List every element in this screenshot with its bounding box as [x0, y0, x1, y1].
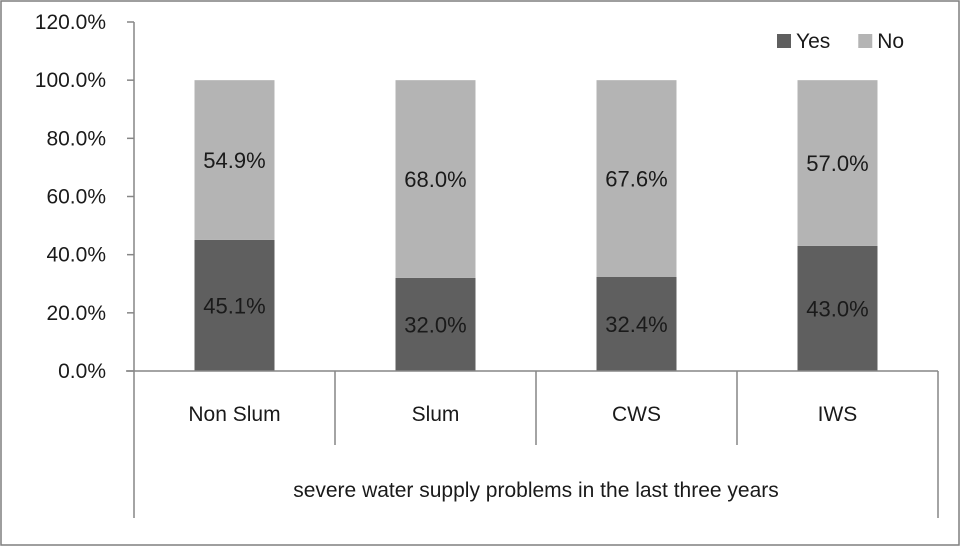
bar-segment-no	[194, 80, 275, 240]
legend-swatch	[858, 34, 873, 48]
data-label: 67.6%	[605, 166, 667, 191]
y-tick-label: 0.0%	[58, 360, 106, 383]
data-label: 57.0%	[806, 151, 868, 176]
y-tick-label: 20.0%	[46, 302, 106, 325]
bar-segment-yes	[395, 277, 476, 371]
data-label: 43.0%	[806, 296, 868, 321]
bar-segment-yes	[194, 239, 275, 371]
x-tick-label: Non Slum	[188, 403, 280, 426]
bar-segment-no	[596, 80, 677, 277]
legend-label: No	[877, 30, 904, 53]
bar-segment-yes	[596, 276, 677, 371]
legend-label: Yes	[796, 30, 830, 53]
bar-segment-yes	[797, 245, 878, 371]
legend: Yes No	[777, 30, 904, 53]
data-label: 45.1%	[203, 293, 265, 318]
x-tick-label: CWS	[612, 403, 661, 426]
x-axis-title: severe water supply problems in the last…	[293, 479, 779, 502]
y-tick-label: 80.0%	[46, 127, 106, 150]
bars: 45.1% 54.9% 32.0% 68.0% 32.4% 67.6% 43.0% 57.0%	[194, 80, 878, 371]
data-label: 68.0%	[404, 167, 466, 192]
y-tick-label: 60.0%	[46, 186, 106, 209]
x-axis: Non Slum Slum CWS IWS severe water supply pr…	[126, 370, 939, 518]
y-tick-label: 40.0%	[46, 244, 106, 267]
x-tick-label: Slum	[412, 403, 460, 426]
data-label: 32.4%	[605, 312, 667, 337]
x-tick-label: IWS	[818, 403, 858, 426]
data-label: 54.9%	[203, 148, 265, 173]
bar-segment-no	[797, 80, 878, 246]
data-label: 32.0%	[404, 312, 466, 337]
y-axis: 0.0% 20.0% 40.0% 60.0% 80.0% 100.0% 120.0%	[35, 11, 135, 383]
bar-segment-no	[395, 80, 476, 278]
y-tick-label: 120.0%	[35, 11, 106, 34]
legend-swatch	[777, 34, 791, 48]
y-tick-label: 100.0%	[35, 69, 106, 92]
